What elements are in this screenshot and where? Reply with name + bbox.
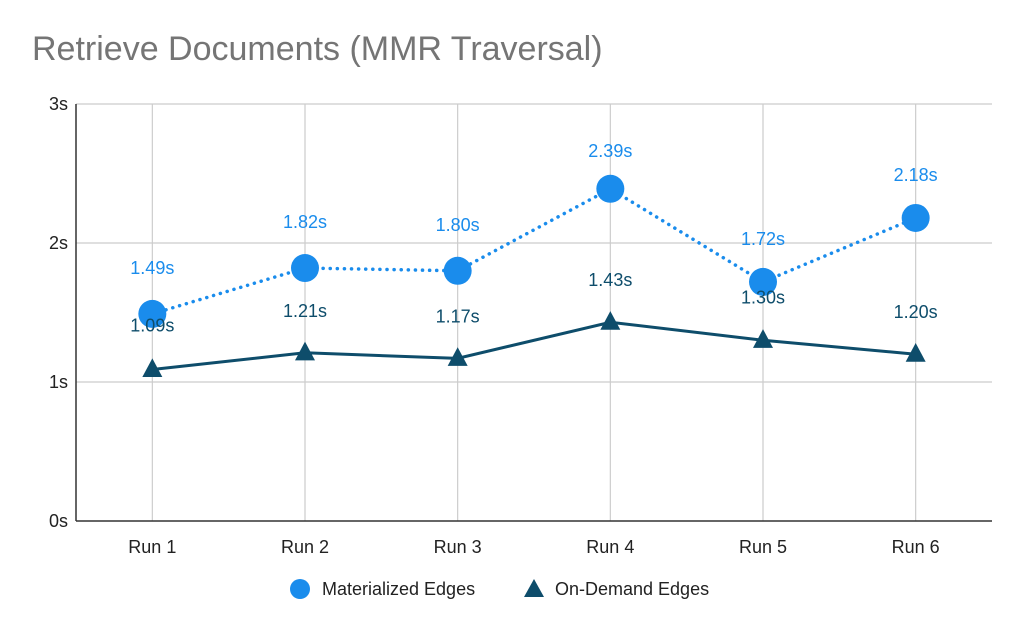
data-label: 1.49s bbox=[130, 258, 174, 278]
data-point-on-demand bbox=[295, 341, 315, 361]
data-label: 2.18s bbox=[894, 165, 938, 185]
y-tick-label: 0s bbox=[49, 511, 68, 531]
legend-marker-on-demand bbox=[524, 579, 544, 597]
y-tick-label: 2s bbox=[49, 233, 68, 253]
x-tick-label: Run 6 bbox=[892, 537, 940, 557]
data-label: 2.39s bbox=[588, 141, 632, 161]
data-label: 1.17s bbox=[436, 306, 480, 326]
y-tick-label: 3s bbox=[49, 94, 68, 114]
x-tick-label: Run 1 bbox=[128, 537, 176, 557]
data-point-materialized bbox=[291, 254, 319, 283]
data-label: 1.72s bbox=[741, 229, 785, 249]
legend-label-on-demand: On-Demand Edges bbox=[555, 579, 709, 599]
legend-marker-materialized bbox=[290, 579, 310, 599]
data-label: 1.43s bbox=[588, 270, 632, 290]
data-label: 1.30s bbox=[741, 287, 785, 307]
legend-label-materialized: Materialized Edges bbox=[322, 579, 475, 599]
data-point-materialized bbox=[596, 174, 625, 203]
x-tick-label: Run 5 bbox=[739, 537, 787, 557]
data-point-on-demand bbox=[600, 311, 621, 330]
data-point-on-demand bbox=[753, 329, 773, 348]
data-point-on-demand bbox=[905, 343, 926, 362]
data-label: 1.21s bbox=[283, 301, 327, 321]
data-label: 1.82s bbox=[283, 212, 327, 232]
data-point-on-demand bbox=[447, 347, 468, 366]
data-point-materialized bbox=[443, 256, 472, 285]
data-label: 1.09s bbox=[130, 315, 174, 335]
x-tick-label: Run 4 bbox=[586, 537, 634, 557]
data-point-on-demand bbox=[142, 358, 163, 378]
data-label: 1.80s bbox=[436, 215, 480, 235]
data-point-materialized bbox=[901, 203, 930, 232]
data-point-materialized bbox=[749, 267, 777, 296]
data-point-materialized bbox=[138, 299, 167, 328]
data-label: 1.20s bbox=[894, 302, 938, 322]
x-tick-label: Run 2 bbox=[281, 537, 329, 557]
y-tick-label: 1s bbox=[49, 372, 68, 392]
x-tick-label: Run 3 bbox=[434, 537, 482, 557]
chart-title: Retrieve Documents (MMR Traversal) bbox=[32, 30, 603, 68]
series-line-materialized bbox=[150, 186, 918, 316]
series-line-on-demand bbox=[152, 320, 916, 371]
